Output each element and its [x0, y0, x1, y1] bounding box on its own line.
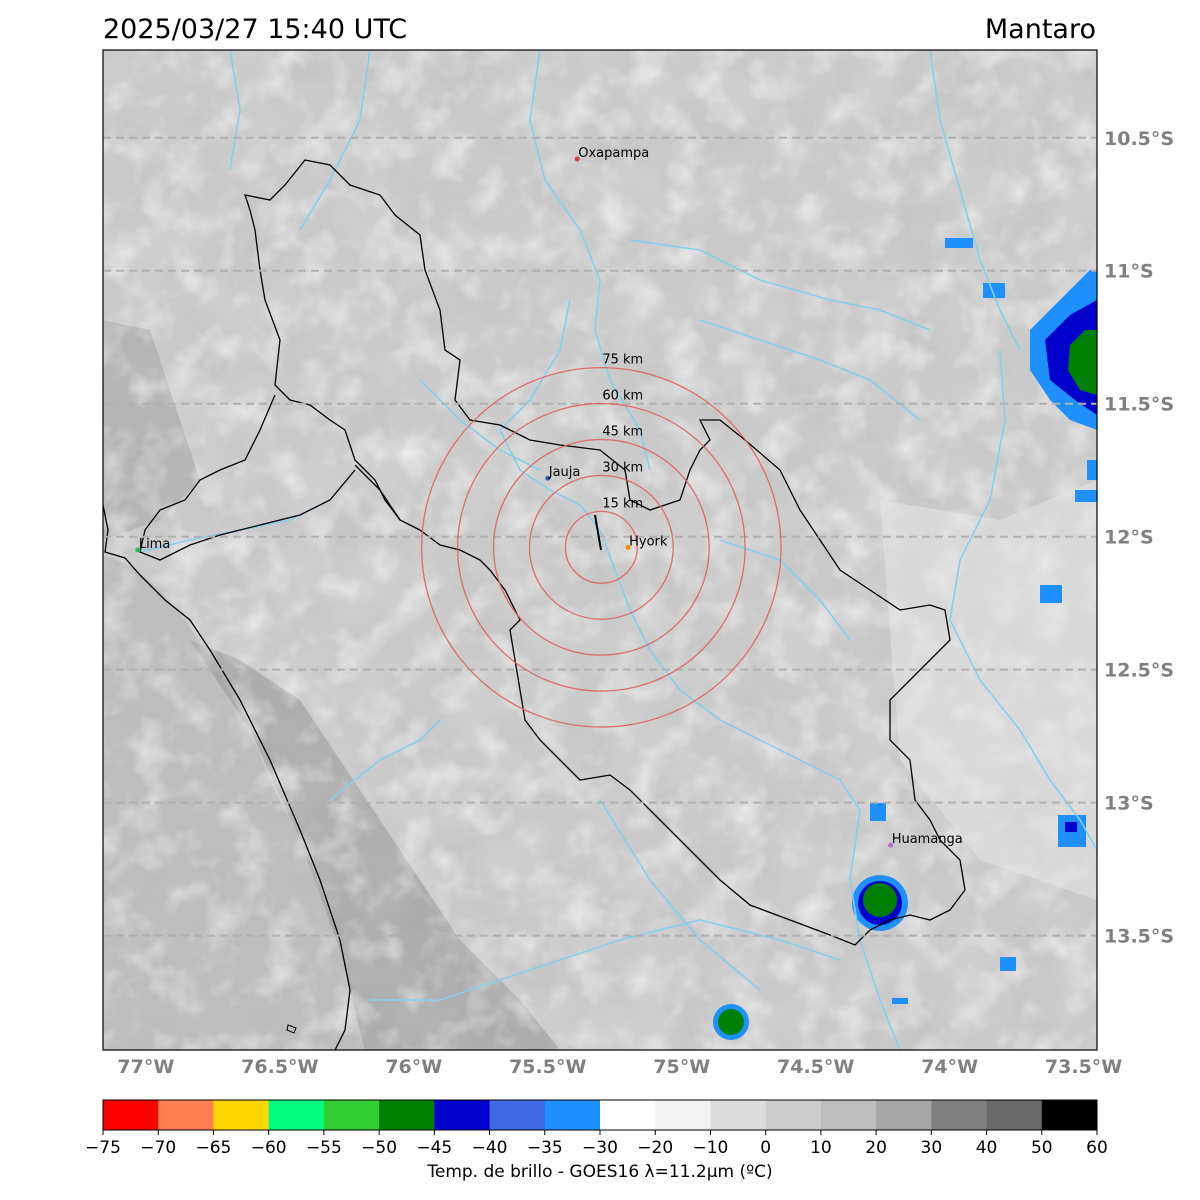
longitude-labels: 77°W 76.5°W 76°W 75.5°W 75°W 74.5°W 74°W 73.5°W: [117, 1056, 1122, 1078]
station-pointer: [594, 514, 602, 551]
colorbar-tick-label: −20: [637, 1138, 673, 1158]
lat-label: 10.5°S: [1104, 128, 1174, 150]
city-dot: [135, 547, 141, 553]
colorbar-segment: [820, 1100, 877, 1130]
city-label: Hyork: [629, 534, 668, 549]
colorbar-segment: [158, 1100, 214, 1130]
colorbar-segment: [1041, 1100, 1098, 1130]
colorbar-tick-label: −30: [582, 1138, 618, 1158]
range-ring-label: 30 km: [602, 460, 643, 475]
coastline: [103, 504, 351, 1050]
range-ring-label: 15 km: [602, 496, 643, 511]
colorbar-segment: [323, 1100, 380, 1130]
range-ring: [456, 402, 746, 692]
range-rings: 15 km 30 km 45 km 60 km 75 km: [420, 353, 782, 728]
colorbar-tick-label: 0: [760, 1138, 771, 1158]
colorbar-tick-label: −60: [251, 1138, 287, 1158]
convective-cell-northeast: [945, 238, 1097, 603]
colorbar-tick-label: 60: [1086, 1138, 1108, 1158]
colorbar-segment: [876, 1100, 932, 1130]
range-ring: [528, 474, 674, 620]
colorbar-tick-label: −10: [692, 1138, 728, 1158]
lat-label: 13.5°S: [1104, 926, 1174, 948]
range-ring: [564, 510, 638, 584]
latitude-labels: 10.5°S 11°S 11.5°S 12°S 12.5°S 13°S 13.5°S: [1104, 128, 1174, 948]
lon-label: 73.5°W: [1045, 1056, 1122, 1078]
colorbar-tick-label: −50: [361, 1138, 397, 1158]
colorbar-segment: [103, 1100, 159, 1130]
colorbar-tick-label: 30: [921, 1138, 943, 1158]
convective-cell-south: [713, 1004, 749, 1040]
colorbar-tick-label: −45: [416, 1138, 452, 1158]
colorbar-tick-label: 50: [1031, 1138, 1053, 1158]
colorbar-tick-label: −55: [306, 1138, 342, 1158]
colorbar-segment: [710, 1100, 767, 1130]
colorbar-segment: [931, 1100, 988, 1130]
lat-label: 11°S: [1104, 261, 1154, 283]
colorbar-tick-label: −35: [527, 1138, 563, 1158]
range-ring-label: 60 km: [602, 389, 643, 404]
colorbar-title: Temp. de brillo - GOES16 λ=11.2μm (ºC): [427, 1162, 773, 1182]
lon-label: 76°W: [385, 1056, 442, 1078]
convective-cell-huamanga: [852, 803, 1086, 1004]
map-border: [102, 49, 1098, 1051]
lon-label: 77°W: [117, 1056, 174, 1078]
lat-label: 12.5°S: [1104, 660, 1174, 682]
colorbar-tick-label: −75: [85, 1138, 121, 1158]
colorbar-tick-label: −70: [140, 1138, 176, 1158]
city-label: Jauja: [548, 465, 581, 480]
colorbar-segment: [600, 1100, 656, 1130]
colorbar-segment: [765, 1100, 822, 1130]
colorbar-segment: [655, 1100, 711, 1130]
colorbar-tick-label: −40: [472, 1138, 508, 1158]
city-label: Lima: [139, 537, 170, 552]
colorbar-tick-label: 40: [976, 1138, 998, 1158]
city-label: Oxapampa: [578, 146, 649, 161]
city-dot: [545, 475, 551, 481]
colorbar-segment: [213, 1100, 270, 1130]
colorbar-tick-label: 20: [865, 1138, 887, 1158]
colorbar-segment: [268, 1100, 325, 1130]
range-ring-label: 45 km: [602, 425, 643, 440]
range-ring: [420, 366, 782, 728]
range-ring: [492, 438, 710, 656]
city-label: Huamanga: [892, 832, 963, 847]
map-frame-content: 15 km 30 km 45 km 60 km 75 km Oxapampa Jauja H…: [103, 50, 1097, 1050]
basin-name-title: Mantaro: [984, 14, 1096, 45]
colorbar-segment: [379, 1100, 435, 1130]
map-datetime-title: 2025/03/27 15:40 UTC: [103, 14, 408, 45]
rivers: [139, 50, 1097, 1050]
lat-label: 11.5°S: [1104, 394, 1174, 416]
lon-label: 75.5°W: [509, 1056, 586, 1078]
lon-label: 74.5°W: [777, 1056, 854, 1078]
lon-label: 76.5°W: [241, 1056, 318, 1078]
basin-outline: [139, 159, 966, 946]
colorbar-tick-label: −65: [195, 1138, 231, 1158]
colorbar: −75 −70 −65 −60 −55 −50 −45 −40 −35 −30 −20 −10 0 10 2…: [85, 1099, 1108, 1158]
city-dot: [625, 544, 631, 550]
lat-label: 13°S: [1104, 793, 1154, 815]
colorbar-tick-label: 10: [810, 1138, 832, 1158]
city-dot: [888, 842, 894, 848]
lat-label: 12°S: [1104, 527, 1154, 549]
colorbar-segment: [986, 1100, 1043, 1130]
colorbar-segment: [544, 1100, 601, 1130]
range-ring-label: 75 km: [602, 353, 643, 368]
city-dot: [574, 156, 580, 162]
colorbar-segment: [489, 1100, 546, 1130]
lon-label: 75°W: [653, 1056, 710, 1078]
city-markers: Oxapampa Jauja Hyork Lima Huamanga: [135, 146, 963, 848]
island: [286, 1024, 297, 1034]
lon-label: 74°W: [921, 1056, 978, 1078]
colorbar-segment: [434, 1100, 491, 1130]
